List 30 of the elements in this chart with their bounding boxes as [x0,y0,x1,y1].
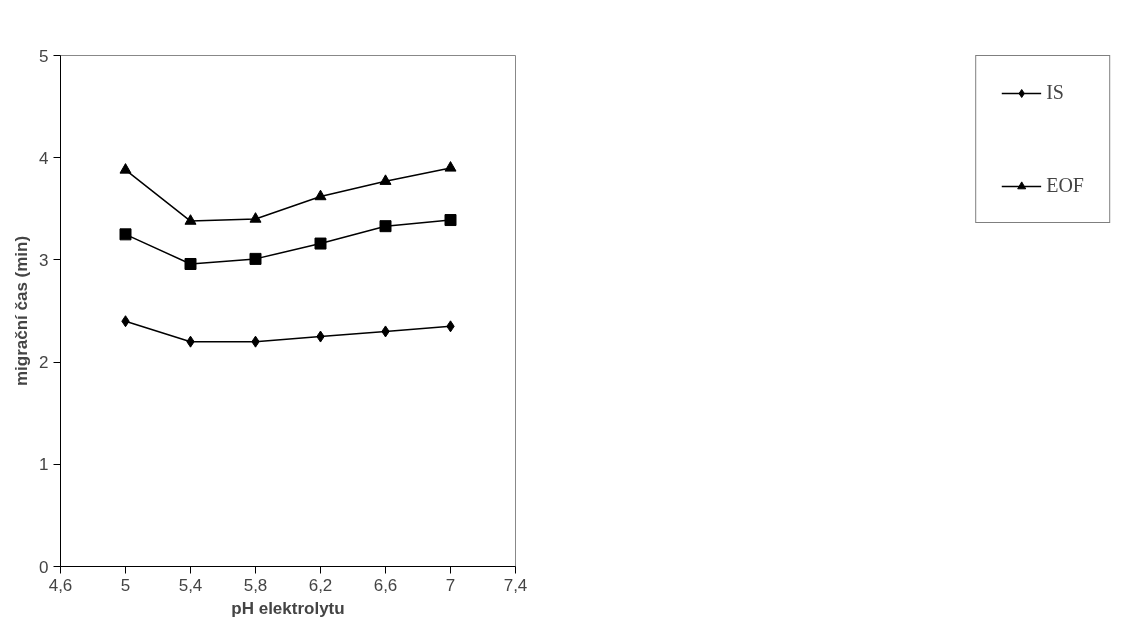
point [184,257,197,270]
y-axis-title: migrační čas (min) [12,235,32,387]
point [249,212,262,223]
x-axis-title: pH elektrolytu [231,598,345,618]
point [119,163,132,174]
y-tick-label: 5 [39,46,49,66]
point [119,228,132,241]
x-tick-label: 5 [120,575,131,595]
y-tick-label: 1 [39,455,49,475]
x-tick-label: 7 [445,575,456,595]
y-tick-label: 4 [39,148,49,168]
x-tick-label: 5,4 [178,575,203,595]
y-tick-label: 0 [39,557,49,577]
y-tick-label: 2 [39,353,49,373]
y-tick-label: 3 [39,250,49,270]
x-tick-label: 5,8 [243,575,268,595]
point [184,214,197,225]
point [444,161,457,172]
point [249,252,262,265]
point [379,174,392,185]
x-tick-label: 6,2 [308,575,333,595]
point [314,237,327,250]
point [379,220,392,233]
x-tick-label: 7,4 [503,575,528,595]
x-tick-label: 4,6 [48,575,73,595]
point [444,214,457,227]
legend-label: IS [1046,81,1065,104]
point [314,189,327,201]
x-tick-label: 6,6 [373,575,398,595]
legend-label: EOF [1046,174,1084,197]
